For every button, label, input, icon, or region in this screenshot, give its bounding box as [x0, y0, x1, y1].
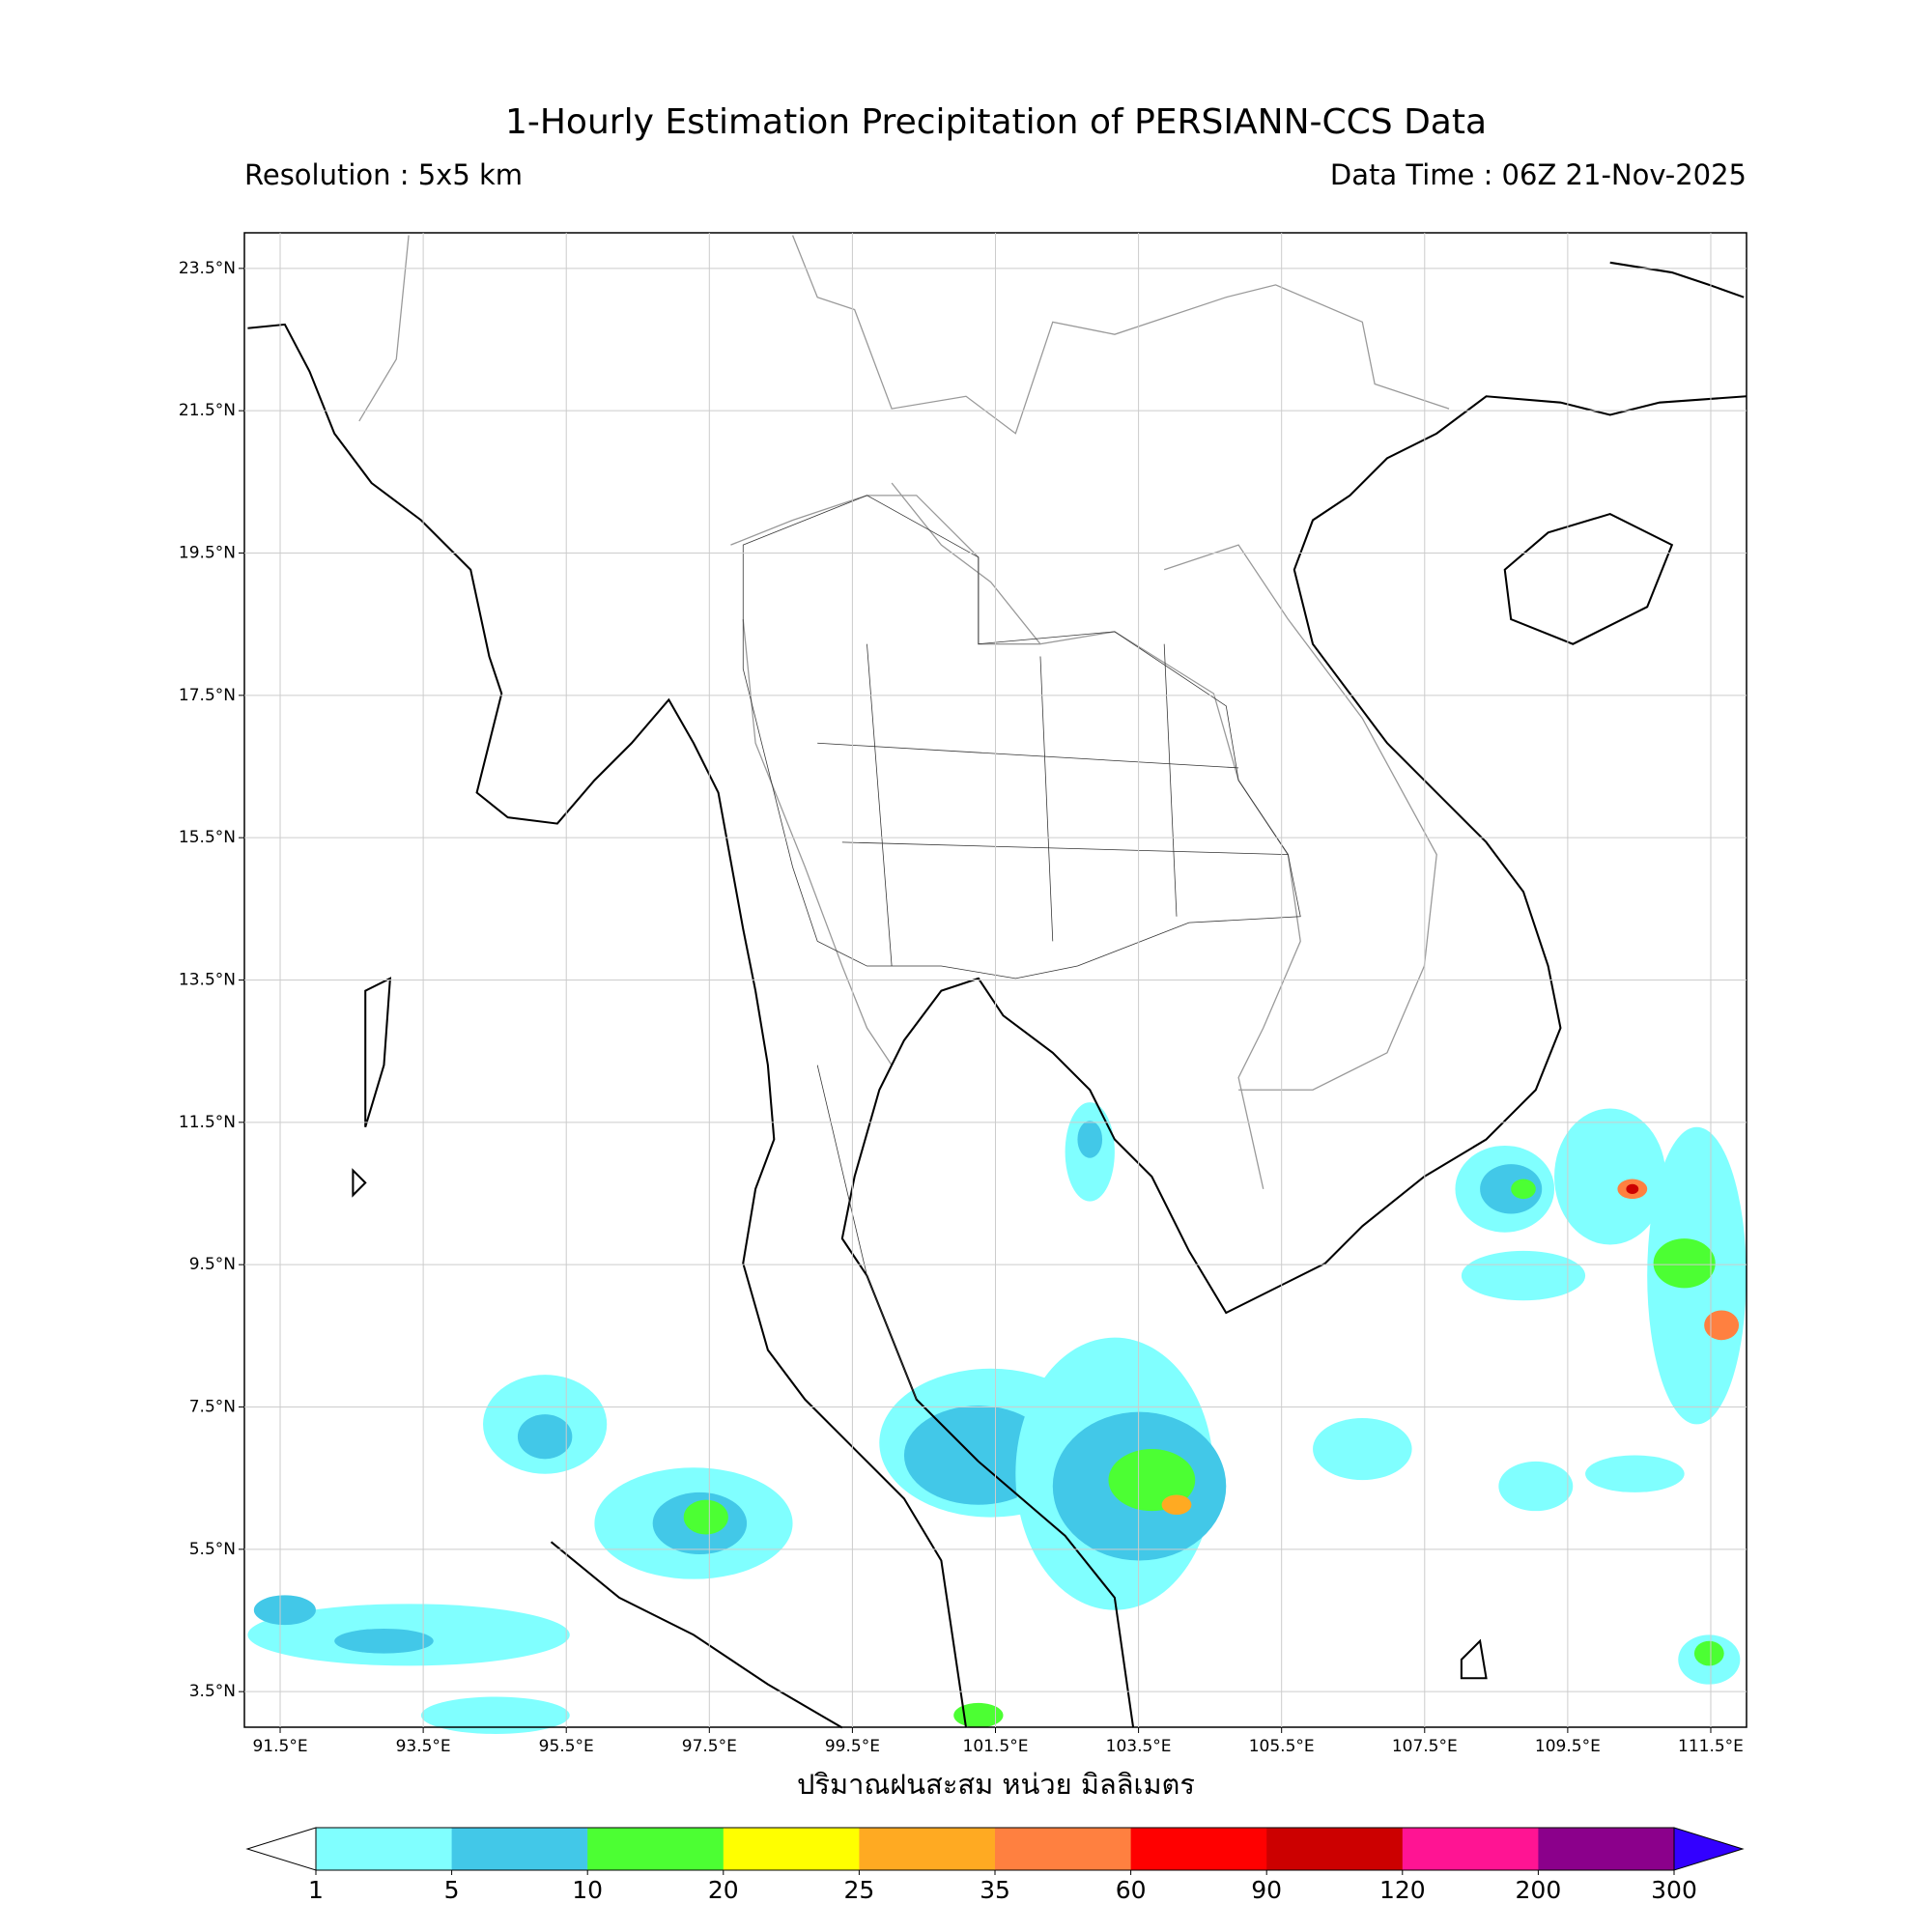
x-tick-label: 93.5°E	[396, 1737, 451, 1756]
colorbar-segment	[859, 1828, 996, 1870]
x-tick-label: 103.5°E	[1106, 1737, 1172, 1756]
colorbar-over	[1673, 1827, 1745, 1871]
borders	[358, 235, 1450, 1189]
y-tick-label: 7.5°N	[189, 1398, 236, 1417]
y-tick-label: 21.5°N	[179, 401, 236, 420]
x-tick-label: 107.5°E	[1392, 1737, 1458, 1756]
y-tick-label: 5.5°N	[189, 1540, 236, 1559]
colorbar-tick-label: 120	[1379, 1876, 1426, 1904]
colorbar-segment	[723, 1828, 860, 1870]
geography	[247, 235, 1747, 1734]
colorbar-segment	[995, 1828, 1132, 1870]
colorbar-tick-label: 20	[708, 1876, 739, 1904]
colorbar-segment	[587, 1828, 724, 1870]
colorbar-tick-label: 90	[1251, 1876, 1282, 1904]
provinces	[742, 495, 1301, 1400]
colorbar-segment	[1402, 1828, 1539, 1870]
x-tick-label: 91.5°E	[252, 1737, 307, 1756]
y-tick-label: 17.5°N	[179, 686, 236, 705]
y-tick-label: 19.5°N	[179, 544, 236, 563]
y-tick-label: 15.5°N	[179, 828, 236, 847]
colorbar-under	[245, 1827, 317, 1871]
rain-areas	[247, 1102, 1747, 1734]
y-tick-label: 23.5°N	[179, 259, 236, 278]
map-area	[247, 235, 1747, 1734]
colorbar-segment	[1130, 1828, 1267, 1870]
colorbar-segment	[316, 1828, 453, 1870]
colorbar-tick-label: 60	[1116, 1876, 1147, 1904]
x-tick-label: 109.5°E	[1535, 1737, 1601, 1756]
x-axis-label: ปริมาณฝนสะสม หน่วย มิลลิเมตร	[797, 1768, 1195, 1801]
colorbar-tick-label: 300	[1651, 1876, 1697, 1904]
colorbar-tick-label: 5	[444, 1876, 460, 1904]
y-tick-label: 11.5°N	[179, 1113, 236, 1132]
x-tick-label: 99.5°E	[825, 1737, 880, 1756]
x-tick-label: 97.5°E	[682, 1737, 737, 1756]
y-tick-label: 3.5°N	[189, 1682, 236, 1701]
colorbar-segment	[451, 1828, 588, 1870]
x-tick-label: 111.5°E	[1678, 1737, 1744, 1756]
x-tick-label: 101.5°E	[963, 1737, 1029, 1756]
data-time: Data Time : 06Z 21-Nov-2025	[1330, 158, 1747, 191]
x-tick-label: 95.5°E	[539, 1737, 594, 1756]
colorbar-tick-label: 200	[1516, 1876, 1562, 1904]
colorbar-segment	[1266, 1828, 1404, 1870]
x-tick-label: 105.5°E	[1249, 1737, 1315, 1756]
y-tick-label: 13.5°N	[179, 971, 236, 990]
colorbar-tick-label: 25	[843, 1876, 874, 1904]
y-tick-label: 9.5°N	[189, 1255, 236, 1274]
colorbar-tick-label: 1	[308, 1876, 324, 1904]
colorbar-tick-label: 10	[572, 1876, 603, 1904]
resolution: Resolution : 5x5 km	[244, 158, 523, 191]
colorbar-segment	[1538, 1828, 1675, 1870]
title: 1-Hourly Estimation Precipitation of PER…	[505, 102, 1487, 142]
colorbar-tick-label: 35	[980, 1876, 1010, 1904]
